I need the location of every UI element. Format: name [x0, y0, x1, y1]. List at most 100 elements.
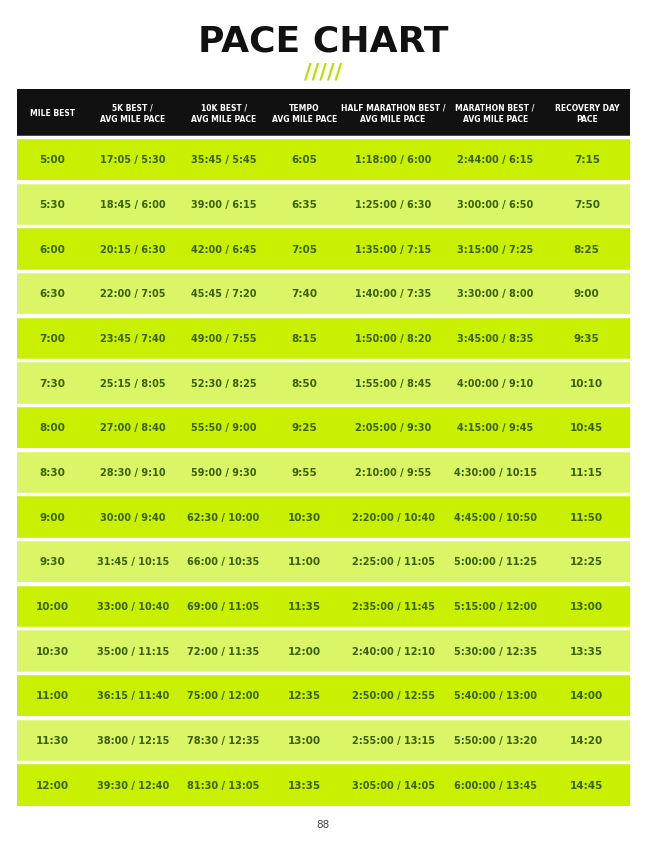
Text: 12:00: 12:00: [36, 780, 69, 790]
Text: 13:35: 13:35: [570, 646, 604, 656]
Text: 88: 88: [316, 819, 329, 829]
Text: 9:00: 9:00: [574, 289, 600, 299]
Text: 6:00: 6:00: [39, 245, 65, 254]
Text: 2:40:00 / 12:10: 2:40:00 / 12:10: [351, 646, 435, 656]
Bar: [17, 452, 630, 494]
Bar: [17, 585, 630, 627]
Text: 1:40:00 / 7:35: 1:40:00 / 7:35: [355, 289, 431, 299]
Text: 3:45:00 / 8:35: 3:45:00 / 8:35: [457, 333, 533, 344]
Text: 9:25: 9:25: [291, 423, 317, 433]
Text: 11:30: 11:30: [36, 735, 69, 745]
Text: 9:55: 9:55: [291, 468, 317, 478]
Text: 10:00: 10:00: [36, 601, 69, 611]
Text: 11:50: 11:50: [570, 512, 604, 522]
Text: TEMPO
AVG MILE PACE: TEMPO AVG MILE PACE: [272, 104, 337, 124]
Text: 2:10:00 / 9:55: 2:10:00 / 9:55: [355, 468, 431, 478]
Text: 5:00: 5:00: [39, 155, 65, 165]
Text: 8:30: 8:30: [39, 468, 65, 478]
Text: 35:00 / 11:15: 35:00 / 11:15: [97, 646, 169, 656]
Text: 2:20:00 / 10:40: 2:20:00 / 10:40: [351, 512, 435, 522]
Text: 81:30 / 13:05: 81:30 / 13:05: [188, 780, 259, 790]
Text: 1:35:00 / 7:15: 1:35:00 / 7:15: [355, 245, 431, 254]
Text: 59:00 / 9:30: 59:00 / 9:30: [191, 468, 256, 478]
Text: 2:35:00 / 11:45: 2:35:00 / 11:45: [351, 601, 435, 611]
Text: 7:40: 7:40: [291, 289, 317, 299]
Text: 10:45: 10:45: [570, 423, 604, 433]
Text: 55:50 / 9:00: 55:50 / 9:00: [191, 423, 256, 433]
Text: 3:30:00 / 8:00: 3:30:00 / 8:00: [457, 289, 533, 299]
Text: 78:30 / 12:35: 78:30 / 12:35: [188, 735, 259, 745]
Text: 12:25: 12:25: [570, 557, 604, 566]
Bar: [17, 674, 630, 717]
Text: 66:00 / 10:35: 66:00 / 10:35: [188, 557, 259, 566]
Text: 5K BEST /
AVG MILE PACE: 5K BEST / AVG MILE PACE: [100, 104, 166, 124]
Text: 13:35: 13:35: [288, 780, 321, 790]
Text: 52:30 / 8:25: 52:30 / 8:25: [191, 378, 256, 388]
Text: 2:55:00 / 13:15: 2:55:00 / 13:15: [351, 735, 435, 745]
Bar: [17, 273, 630, 315]
Text: 6:00:00 / 13:45: 6:00:00 / 13:45: [454, 780, 536, 790]
Text: 7:00: 7:00: [39, 333, 65, 344]
Text: 36:15 / 11:40: 36:15 / 11:40: [97, 690, 169, 701]
Text: 4:00:00 / 9:10: 4:00:00 / 9:10: [457, 378, 533, 388]
Text: 7:30: 7:30: [39, 378, 65, 388]
Text: 6:05: 6:05: [291, 155, 317, 165]
Text: 6:30: 6:30: [39, 289, 65, 299]
Text: 12:00: 12:00: [288, 646, 321, 656]
Text: 9:30: 9:30: [39, 557, 65, 566]
Text: 38:00 / 12:15: 38:00 / 12:15: [96, 735, 169, 745]
Text: HALF MARATHON BEST /
AVG MILE PACE: HALF MARATHON BEST / AVG MILE PACE: [341, 104, 445, 124]
Text: 14:45: 14:45: [570, 780, 604, 790]
Text: 1:25:00 / 6:30: 1:25:00 / 6:30: [355, 200, 431, 210]
Bar: [17, 496, 630, 538]
Text: 11:35: 11:35: [288, 601, 321, 611]
Text: 4:30:00 / 10:15: 4:30:00 / 10:15: [454, 468, 536, 478]
Text: 10:30: 10:30: [288, 512, 321, 522]
Text: MILE BEST: MILE BEST: [30, 110, 75, 118]
Bar: [17, 317, 630, 360]
Text: 17:05 / 5:30: 17:05 / 5:30: [100, 155, 166, 165]
Bar: [17, 541, 630, 582]
Text: 11:00: 11:00: [288, 557, 321, 566]
Bar: [17, 719, 630, 761]
Text: 13:00: 13:00: [288, 735, 321, 745]
Text: 75:00 / 12:00: 75:00 / 12:00: [188, 690, 259, 701]
Text: 3:05:00 / 14:05: 3:05:00 / 14:05: [351, 780, 435, 790]
Text: PACE CHART: PACE CHART: [198, 25, 448, 59]
Text: 49:00 / 7:55: 49:00 / 7:55: [191, 333, 256, 344]
Text: 13:00: 13:00: [570, 601, 604, 611]
Bar: [17, 407, 630, 449]
Text: 11:00: 11:00: [36, 690, 69, 701]
Text: 2:44:00 / 6:15: 2:44:00 / 6:15: [457, 155, 533, 165]
Bar: [17, 139, 630, 181]
Text: 23:45 / 7:40: 23:45 / 7:40: [100, 333, 166, 344]
Text: 10K BEST /
AVG MILE PACE: 10K BEST / AVG MILE PACE: [191, 104, 256, 124]
Text: 7:15: 7:15: [574, 155, 600, 165]
Text: 10:30: 10:30: [36, 646, 69, 656]
Text: 28:30 / 9:10: 28:30 / 9:10: [100, 468, 166, 478]
Text: 45:45 / 7:20: 45:45 / 7:20: [191, 289, 256, 299]
Text: 2:50:00 / 12:55: 2:50:00 / 12:55: [351, 690, 435, 701]
Bar: [17, 362, 630, 404]
Text: 62:30 / 10:00: 62:30 / 10:00: [188, 512, 259, 522]
Text: 7:05: 7:05: [291, 245, 317, 254]
Text: 69:00 / 11:05: 69:00 / 11:05: [188, 601, 259, 611]
Text: 5:30: 5:30: [39, 200, 65, 210]
Bar: [17, 630, 630, 672]
Text: RECOVERY DAY
PACE: RECOVERY DAY PACE: [554, 104, 619, 124]
Text: 8:50: 8:50: [291, 378, 317, 388]
Bar: [17, 229, 630, 270]
Text: 6:35: 6:35: [291, 200, 317, 210]
Text: 2:25:00 / 11:05: 2:25:00 / 11:05: [351, 557, 435, 566]
Text: 25:15 / 8:05: 25:15 / 8:05: [100, 378, 166, 388]
Text: 5:40:00 / 13:00: 5:40:00 / 13:00: [454, 690, 536, 701]
Text: 18:45 / 6:00: 18:45 / 6:00: [100, 200, 166, 210]
Text: 39:00 / 6:15: 39:00 / 6:15: [191, 200, 256, 210]
Text: 1:55:00 / 8:45: 1:55:00 / 8:45: [355, 378, 432, 388]
Text: /////: /////: [304, 62, 342, 82]
Text: 27:00 / 8:40: 27:00 / 8:40: [100, 423, 166, 433]
Text: 14:00: 14:00: [570, 690, 604, 701]
Text: 10:10: 10:10: [570, 378, 604, 388]
Text: 8:00: 8:00: [39, 423, 65, 433]
Text: 30:00 / 9:40: 30:00 / 9:40: [100, 512, 166, 522]
